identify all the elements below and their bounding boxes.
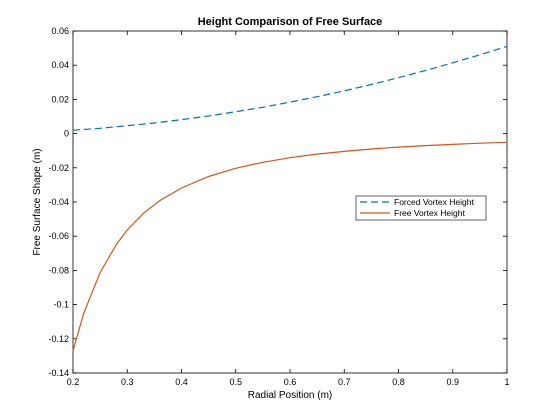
legend-label-forced-vortex: Forced Vortex Height <box>394 197 474 207</box>
x-axis-ticks: 0.2 0.3 0.4 0.5 0.6 0.7 0.8 0.9 1 <box>67 31 510 387</box>
x-tick-label: 0.6 <box>284 377 297 387</box>
y-tick-label: -0.04 <box>48 197 69 207</box>
x-tick-label: 1 <box>504 377 509 387</box>
y-tick-label: 0.06 <box>51 26 69 36</box>
x-tick-label: 0.5 <box>229 377 242 387</box>
x-tick-label: 0.4 <box>175 377 188 387</box>
legend: Forced Vortex Height Free Vortex Height <box>355 195 487 221</box>
x-tick-label: 0.9 <box>446 377 459 387</box>
y-tick-label: -0.12 <box>48 334 69 344</box>
series-layer <box>72 45 508 351</box>
x-tick-label: 0.3 <box>121 377 134 387</box>
y-tick-label: -0.06 <box>48 231 69 241</box>
y-tick-label: -0.02 <box>48 163 69 173</box>
chart-title: Height Comparison of Free Surface <box>198 16 383 28</box>
y-tick-label: 0.02 <box>51 94 69 104</box>
y-axis-label: Free Surface Shape (m) <box>32 148 43 255</box>
x-tick-label: 0.2 <box>67 377 80 387</box>
x-axis-label: Radial Position (m) <box>248 390 332 401</box>
legend-label-free-vortex: Free Vortex Height <box>394 208 466 218</box>
y-tick-label: -0.1 <box>53 300 69 310</box>
x-tick-label: 0.8 <box>392 377 405 387</box>
y-tick-label: 0 <box>64 129 69 139</box>
y-axis-ticks: 0.06 0.04 0.02 0 -0.02 -0.04 -0.06 -0.08 -0.1 -0.… <box>48 26 507 378</box>
y-tick-label: -0.14 <box>48 368 69 378</box>
y-tick-label: 0.04 <box>51 60 69 70</box>
series-line-free-vortex <box>72 141 508 351</box>
x-tick-label: 0.7 <box>338 377 351 387</box>
y-tick-label: -0.08 <box>48 265 69 275</box>
series-line-forced-vortex <box>72 45 508 131</box>
legend-box <box>355 195 487 221</box>
